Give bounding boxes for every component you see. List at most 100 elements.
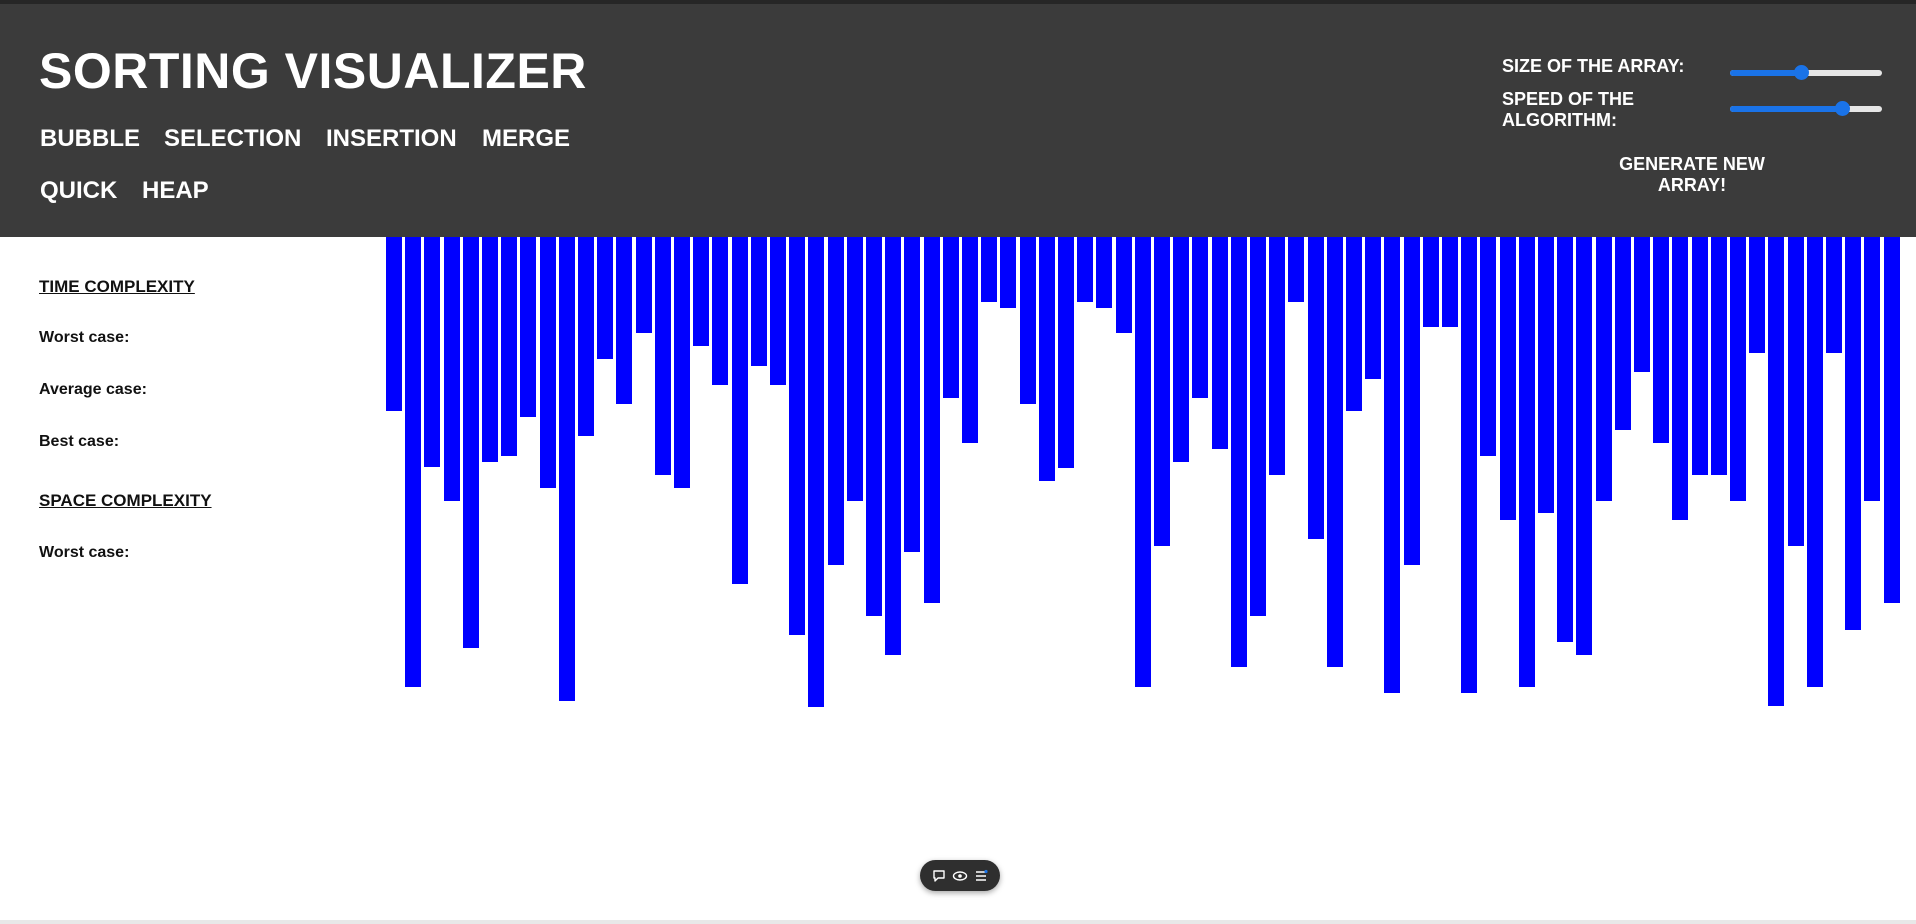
generate-array-button[interactable]: GENERATE NEW ARRAY!	[1600, 154, 1784, 196]
time-worst-case: Worst case:	[39, 329, 130, 346]
array-bar	[981, 237, 998, 302]
array-bar	[1096, 237, 1113, 308]
chat-bubble-icon[interactable]	[931, 868, 947, 884]
array-bars	[386, 237, 1916, 737]
speed-label-line1: SPEED OF THE	[1502, 89, 1635, 109]
array-bar	[885, 237, 902, 655]
array-bar	[712, 237, 729, 385]
array-bar	[1480, 237, 1497, 456]
array-size-label: SIZE OF THE ARRAY:	[1502, 56, 1685, 76]
space-complexity-heading: SPACE COMPLEXITY	[39, 491, 212, 510]
time-complexity-heading: TIME COMPLEXITY	[39, 277, 195, 296]
slider-thumb[interactable]	[1794, 65, 1810, 80]
menu-lines-icon[interactable]	[973, 868, 989, 884]
array-bar	[904, 237, 921, 552]
generate-label-line1: GENERATE NEW	[1619, 154, 1765, 174]
array-bar	[520, 237, 537, 417]
array-size-slider[interactable]	[1730, 62, 1882, 82]
array-bar	[750, 237, 767, 366]
array-bar	[674, 237, 690, 488]
array-bar	[1403, 237, 1420, 565]
array-bar	[1634, 237, 1650, 372]
array-bar	[1499, 237, 1516, 520]
slider-thumb[interactable]	[1835, 101, 1851, 116]
array-bar	[386, 237, 402, 411]
array-bar	[923, 237, 940, 603]
algorithm-speed-label: SPEED OF THE ALGORITHM:	[1502, 89, 1634, 131]
array-bar	[462, 237, 479, 648]
array-bar	[942, 237, 959, 398]
array-bar	[1288, 237, 1305, 302]
array-bar	[1058, 237, 1074, 468]
merge-sort-button[interactable]: MERGE	[482, 125, 571, 152]
generate-label-line2: ARRAY!	[1657, 175, 1727, 195]
eye-icon[interactable]	[952, 868, 968, 884]
array-bar	[731, 237, 748, 584]
array-bar	[635, 237, 652, 333]
array-bar	[1595, 237, 1612, 501]
quick-sort-button[interactable]: QUICK	[40, 177, 118, 204]
array-bar	[1768, 237, 1785, 706]
array-bar	[1883, 237, 1900, 603]
array-bar	[1307, 237, 1324, 539]
array-bar	[1826, 237, 1842, 353]
array-bar	[1211, 237, 1228, 449]
array-bar	[827, 237, 844, 565]
array-bar	[1787, 237, 1804, 546]
array-bar	[1672, 237, 1689, 520]
algorithm-speed-slider[interactable]	[1730, 98, 1882, 118]
array-bar	[846, 237, 863, 501]
array-bar	[1518, 237, 1535, 687]
array-bar	[558, 237, 575, 701]
array-bar	[1691, 237, 1708, 475]
array-bar	[1730, 237, 1746, 501]
array-bar	[597, 237, 614, 359]
array-bar	[1461, 237, 1478, 693]
array-bar	[578, 237, 594, 436]
selection-sort-button[interactable]: SELECTION	[164, 125, 302, 152]
array-bar	[1000, 237, 1017, 308]
array-bar	[539, 237, 556, 488]
time-average-case: Average case:	[39, 381, 147, 398]
slider-fill	[1730, 106, 1843, 112]
array-bar	[1346, 237, 1362, 411]
window-bottom-border	[0, 920, 1916, 924]
slider-fill	[1730, 70, 1802, 76]
floating-toolbar	[920, 860, 1000, 891]
array-bar	[1806, 237, 1823, 687]
array-bar	[1576, 237, 1593, 655]
array-bar	[789, 237, 806, 635]
array-bar	[962, 237, 978, 443]
array-bar	[1422, 237, 1439, 327]
heap-sort-button[interactable]: HEAP	[142, 177, 209, 204]
array-bar	[693, 237, 710, 346]
array-bar	[1134, 237, 1151, 687]
array-bar	[1614, 237, 1631, 430]
array-bar	[1230, 237, 1247, 667]
array-bar	[1077, 237, 1094, 302]
array-bar	[808, 237, 825, 707]
page-title: SORTING VISUALIZER	[39, 43, 587, 99]
array-bar	[1384, 237, 1401, 693]
time-best-case: Best case:	[39, 433, 120, 450]
array-bar	[654, 237, 671, 475]
array-bar	[1038, 237, 1055, 481]
array-bar	[1250, 237, 1266, 616]
array-bar	[1845, 237, 1862, 630]
array-bar	[424, 237, 441, 467]
array-bar	[1326, 237, 1343, 667]
bubble-sort-button[interactable]: BUBBLE	[40, 125, 140, 152]
array-bar	[1269, 237, 1286, 475]
array-bar	[866, 237, 882, 616]
array-bar	[405, 237, 422, 687]
navbar: SORTING VISUALIZER BUBBLE SELECTION INSE…	[0, 4, 1916, 237]
array-bar	[501, 237, 518, 456]
array-bar	[1749, 237, 1766, 353]
array-bar	[1019, 237, 1036, 404]
array-bar	[1653, 237, 1670, 443]
array-bar	[770, 237, 786, 385]
array-bar	[1557, 237, 1574, 642]
array-bar	[1173, 237, 1190, 462]
space-worst-case: Worst case:	[39, 544, 130, 561]
insertion-sort-button[interactable]: INSERTION	[326, 125, 457, 152]
